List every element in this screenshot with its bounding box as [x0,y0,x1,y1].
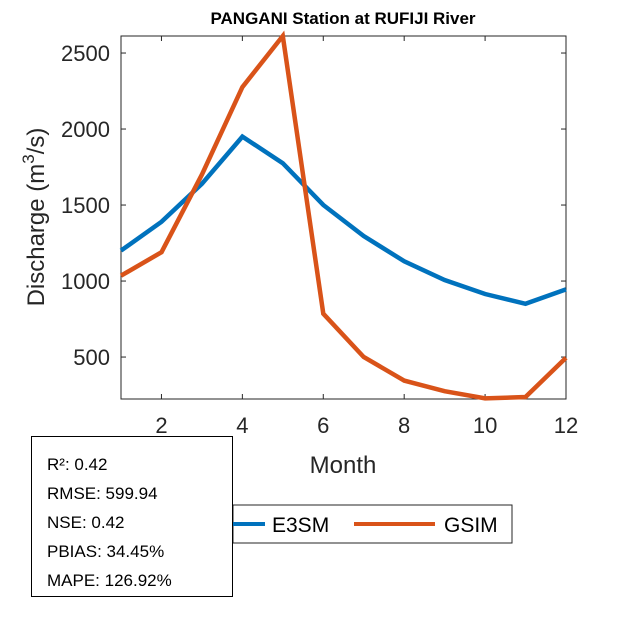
legend-label-gsim: GSIM [444,514,498,537]
legend-label-e3sm: E3SM [272,514,329,537]
x-tick-label: 8 [398,413,410,438]
y-axis-label-sup: 3 [19,154,38,163]
legend: E3SM GSIM [232,504,513,544]
stat-r2: R²: 0.42 [47,455,108,474]
x-tick-label: 12 [554,413,578,438]
y-axis-label-main: Discharge (m [23,164,50,307]
stat-rmse: RMSE: 599.94 [47,484,158,503]
y-tick-label: 1000 [61,269,110,294]
series-layer [119,30,568,401]
x-tick-label: 4 [236,413,248,438]
stat-pbias: PBIAS: 34.45% [47,542,165,561]
stat-mape: MAPE: 126.92% [47,571,172,590]
stat-nse: NSE: 0.42 [47,513,125,532]
plot-area-box [120,35,567,400]
y-tick-label: 2000 [61,117,110,142]
y-tick-label: 500 [73,345,110,370]
x-tick-label: 6 [317,413,329,438]
y-axis-label-post: /s) [23,128,50,155]
y-tick-label: 1500 [61,193,110,218]
series-line-gsim [119,30,568,401]
y-axis-label: Discharge (m3/s) [19,128,50,307]
stats-box: R²: 0.42 RMSE: 599.94 NSE: 0.42 PBIAS: 3… [31,436,233,597]
x-tick-label: 10 [473,413,497,438]
x-axis-label: Month [310,452,377,479]
x-tick-label: 2 [155,413,167,438]
chart-title: PANGANI Station at RUFIJI River [210,9,475,28]
y-tick-label: 2500 [61,41,110,66]
